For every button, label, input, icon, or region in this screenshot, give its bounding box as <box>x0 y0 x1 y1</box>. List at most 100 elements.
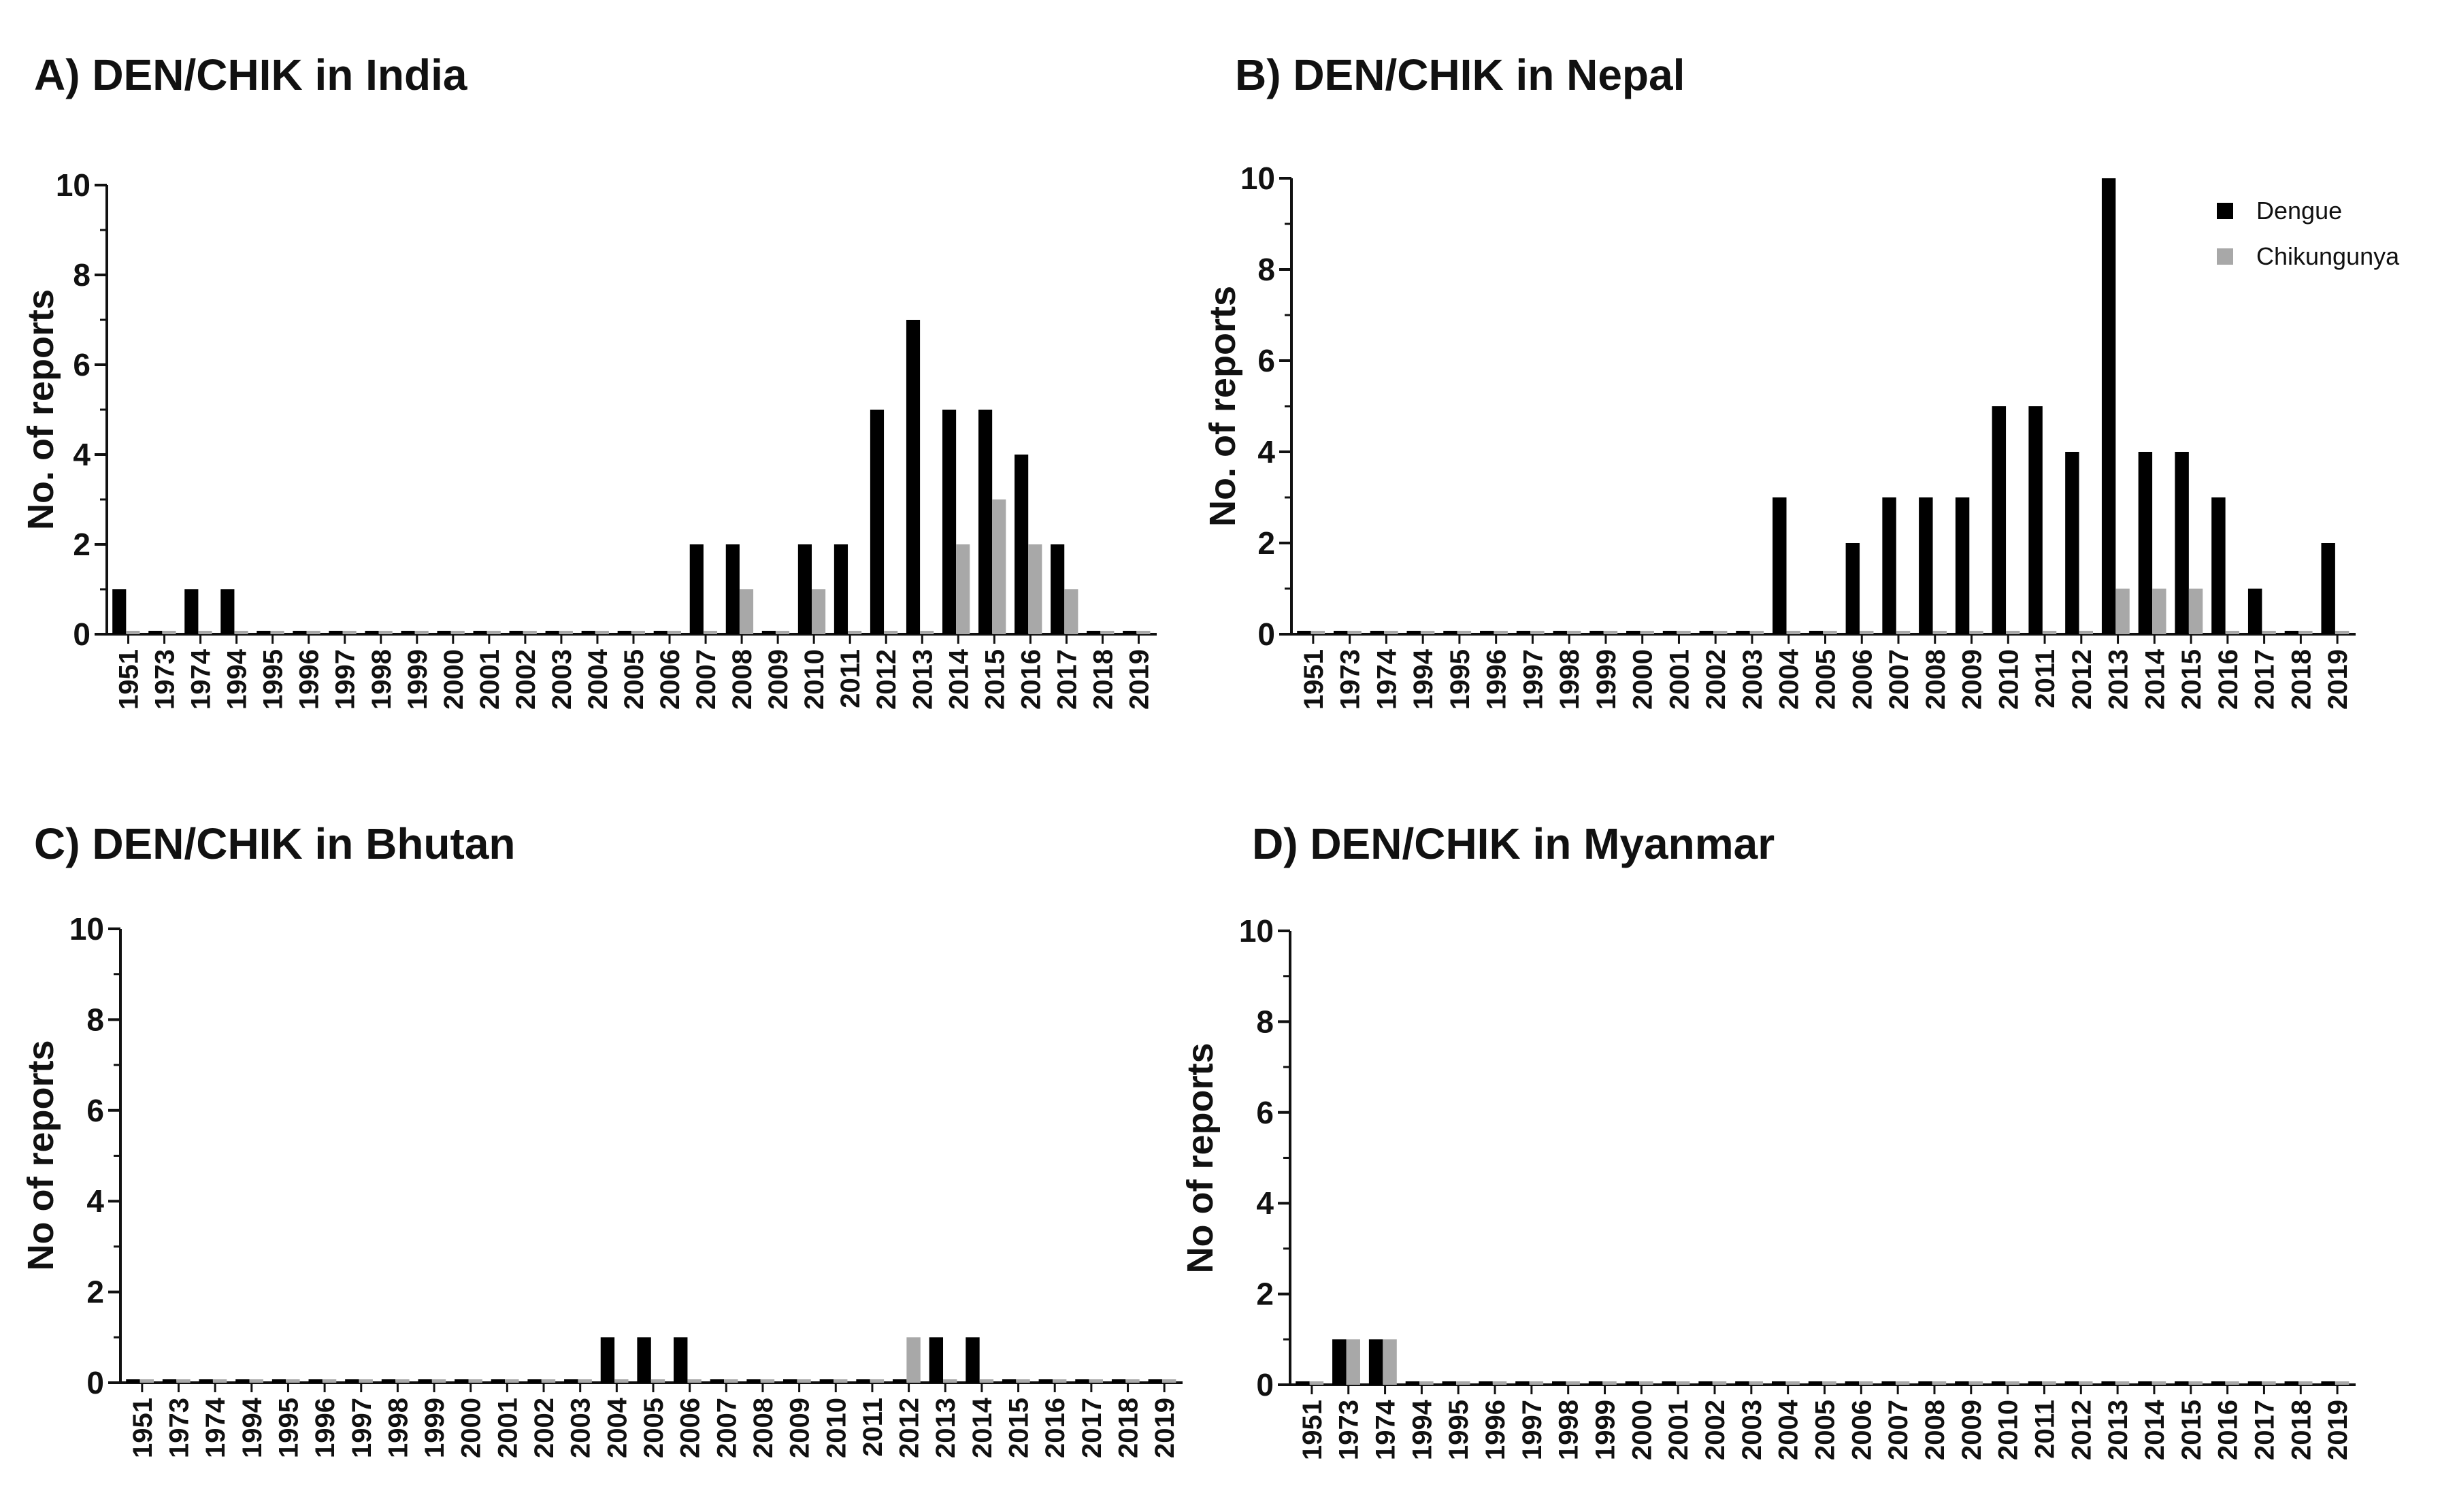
dengue-bar <box>1809 631 1824 634</box>
dengue-bar <box>1516 631 1531 634</box>
chikungunya-bar <box>1347 631 1362 634</box>
dengue-bar <box>1443 631 1457 634</box>
chikungunya-bar <box>2115 1381 2130 1385</box>
chikungunya-bar <box>1969 631 1983 634</box>
dengue-bar <box>1002 1379 1017 1383</box>
y-axis-label: No. of reports <box>20 289 61 530</box>
dengue-bar <box>674 1337 688 1383</box>
y-axis-label: No of reports <box>20 1040 61 1270</box>
x-tick-label: 1999 <box>1592 649 1621 710</box>
chikungunya-bar <box>1932 631 1947 634</box>
dengue-bar <box>929 1337 944 1383</box>
x-tick-label: 1974 <box>1371 1399 1401 1460</box>
x-tick-label: 1973 <box>1334 1400 1364 1460</box>
chikungunya-bar <box>306 631 320 634</box>
dengue-bar <box>1882 497 1896 634</box>
chikungunya-bar <box>1455 1381 1470 1385</box>
y-tick-label: 10 <box>56 167 90 203</box>
chikungunya-bar <box>724 1379 738 1383</box>
chikungunya-bar <box>992 499 1006 634</box>
x-tick-label: 2006 <box>1847 649 1877 710</box>
chikungunya-bar <box>1860 631 1874 634</box>
dengue-bar <box>257 631 271 634</box>
x-tick-label: 2016 <box>2213 1400 2243 1460</box>
dengue-bar <box>1626 631 1641 634</box>
x-tick-label: 2011 <box>2030 1400 2060 1459</box>
x-tick-label: 1994 <box>1407 1399 1437 1460</box>
dengue-bar <box>978 410 993 634</box>
chikungunya-bar <box>1677 631 1691 634</box>
chikungunya-bar <box>739 589 754 634</box>
chikungunya-bar <box>1895 1381 1910 1385</box>
chikungunya-bar <box>1089 1379 1104 1383</box>
dengue-bar <box>1919 497 1933 634</box>
chikungunya-bar <box>2042 631 2057 634</box>
y-tick-label: 10 <box>1239 913 1274 949</box>
x-tick-label: 2018 <box>1114 1398 1144 1458</box>
dengue-bar <box>1845 543 1860 634</box>
chikungunya-bar <box>614 1379 629 1383</box>
chikungunya-bar <box>359 1379 373 1383</box>
chikungunya-bar <box>2188 1381 2203 1385</box>
chikungunya-bar <box>2005 1381 2019 1385</box>
chikungunya-bar <box>1713 631 1728 634</box>
dengue-bar <box>1406 631 1421 634</box>
chikungunya-bar <box>342 631 357 634</box>
chikungunya-bar <box>2335 1381 2350 1385</box>
y-tick-label: 8 <box>73 257 90 293</box>
chart-title: C) DEN/CHIK in Bhutan <box>34 819 516 868</box>
chikungunya-bar <box>2079 631 2094 634</box>
dengue-bar <box>2065 452 2079 634</box>
x-tick-label: 2004 <box>1775 648 1804 710</box>
x-tick-label: 2004 <box>602 1397 632 1458</box>
x-tick-label: 2019 <box>2323 649 2353 710</box>
x-tick-label: 2018 <box>2286 649 2316 710</box>
x-tick-label: 2001 <box>475 649 505 710</box>
chikungunya-bar <box>523 631 537 634</box>
x-tick-label: 2019 <box>2323 1400 2353 1460</box>
x-tick-label: 2017 <box>2249 1400 2279 1460</box>
x-tick-label: 2000 <box>439 649 469 710</box>
dengue-bar <box>1991 1381 2006 1385</box>
chikungunya-bar <box>414 631 429 634</box>
chikungunya-bar <box>270 631 284 634</box>
x-tick-label: 2009 <box>785 1398 815 1458</box>
dengue-bar <box>2138 1381 2152 1385</box>
x-tick-label: 1995 <box>1444 1400 1474 1460</box>
chikungunya-bar <box>775 631 790 634</box>
chikungunya-bar <box>1420 631 1435 634</box>
dengue-bar <box>617 631 631 634</box>
chikungunya-bar <box>487 631 501 634</box>
dengue-bar <box>2028 1381 2043 1385</box>
dengue-bar <box>1808 1381 1823 1385</box>
dengue-bar <box>819 1379 834 1383</box>
dengue-bar <box>581 631 595 634</box>
chikungunya-bar <box>505 1379 519 1383</box>
x-tick-label: 2009 <box>1957 1400 1987 1460</box>
dengue-bar <box>1123 631 1137 634</box>
x-tick-label: 2009 <box>763 649 793 710</box>
y-tick-label: 4 <box>86 1183 104 1219</box>
chikungunya-bar <box>1419 1381 1434 1385</box>
x-tick-label: 1973 <box>1336 649 1366 710</box>
chikungunya-bar <box>1028 544 1042 634</box>
x-tick-label: 2002 <box>529 1398 559 1458</box>
dengue-bar <box>473 631 487 634</box>
chikungunya-bar <box>1675 1381 1690 1385</box>
dengue-bar <box>1736 631 1750 634</box>
y-tick-label: 0 <box>1256 1367 1274 1402</box>
dengue-bar <box>942 410 957 634</box>
dengue-bar <box>437 631 451 634</box>
chikungunya-bar <box>249 1379 263 1383</box>
chikungunya-bar <box>884 631 898 634</box>
dengue-bar <box>1015 455 1029 634</box>
chikungunya-bar <box>1457 631 1472 634</box>
x-tick-label: 2011 <box>836 649 865 708</box>
chikungunya-bar <box>2152 1381 2166 1385</box>
chikungunya-bar <box>1161 1379 1176 1383</box>
x-tick-label: 1999 <box>403 649 433 710</box>
x-tick-label: 2008 <box>1920 1400 1950 1460</box>
y-tick-label: 10 <box>69 911 104 947</box>
dengue-bar <box>1773 497 1787 634</box>
chart-title: D) DEN/CHIK in Myanmar <box>1252 819 1775 868</box>
